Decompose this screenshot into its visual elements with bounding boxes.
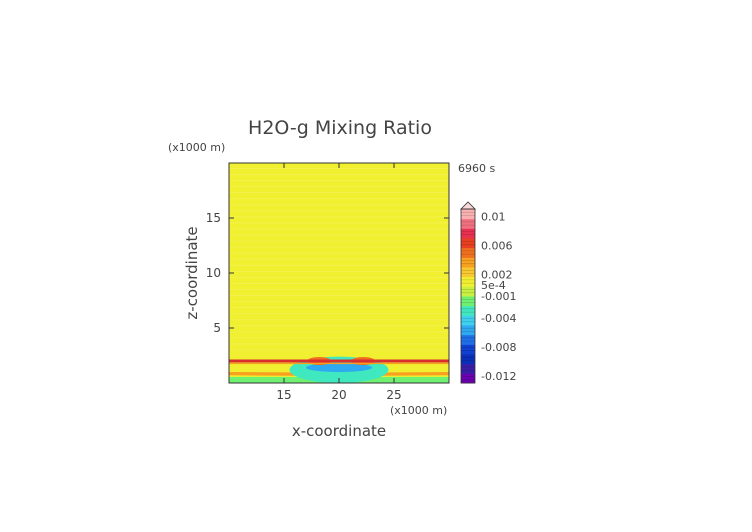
x-tick-label: 15: [276, 388, 291, 402]
colorbar-swatch: [461, 267, 475, 278]
colorbar-swatch: [461, 238, 475, 249]
colorbar-frame: [460, 208, 476, 384]
y-tick-label: 5: [213, 321, 221, 335]
heatmap-field: [229, 163, 449, 383]
y-tick-label: 15: [206, 211, 221, 225]
colorbar-swatch: [461, 305, 475, 316]
field-background: [229, 163, 449, 383]
colorbar: [460, 201, 476, 384]
colorbar-swatch: [461, 363, 475, 374]
colorbar-swatch: [461, 296, 475, 307]
colorbar-tick-label: -0.008: [481, 341, 516, 354]
x-tick-label: 20: [331, 388, 346, 402]
colorbar-swatch: [461, 334, 475, 345]
colorbar-tick-label: -0.004: [481, 312, 516, 325]
x-axis-ticks: 15 20 25: [276, 163, 402, 402]
time-label: 6960 s: [458, 162, 495, 175]
colorbar-tick-label: 0.006: [481, 239, 513, 252]
inversion-line: [229, 359, 449, 363]
colorbar-tick-label: 0.01: [481, 210, 506, 223]
colorbar-swatch: [461, 344, 475, 355]
colorbar-tick-label: -0.012: [481, 370, 516, 383]
y-tick-label: 10: [206, 266, 221, 280]
colorbar-tick-label: 0.002: [481, 268, 513, 281]
y-axis-ticks: 5 10 15: [206, 211, 449, 335]
colorbar-swatch: [461, 247, 475, 258]
colorbar-swatch: [461, 315, 475, 326]
colorbar-swatch: [461, 257, 475, 268]
x-unit-label: (x1000 m): [390, 404, 447, 417]
chart-title: H2O-g Mixing Ratio: [248, 117, 432, 139]
y-unit-label: (x1000 m): [168, 141, 225, 154]
colorbar-swatch: [461, 325, 475, 336]
colorbar-swatch: [461, 228, 475, 239]
colorbar-extend-arrow: [460, 201, 476, 210]
colorbar-swatch: [461, 373, 475, 384]
colorbar-swatch: [461, 286, 475, 297]
colorbar-swatch: [461, 276, 475, 287]
x-tick-label: 25: [386, 388, 401, 402]
colorbar-swatch: [461, 218, 475, 229]
colorbar-swatch: [461, 209, 475, 220]
plume-core: [306, 363, 372, 372]
x-axis-label: x-coordinate: [292, 422, 386, 440]
colorbar-swatch: [461, 354, 475, 365]
colorbar-tick-label: -0.001: [481, 290, 516, 303]
y-axis-label: z-coordinate: [183, 226, 201, 319]
colorbar-tick-label: 5e-4: [481, 279, 506, 292]
